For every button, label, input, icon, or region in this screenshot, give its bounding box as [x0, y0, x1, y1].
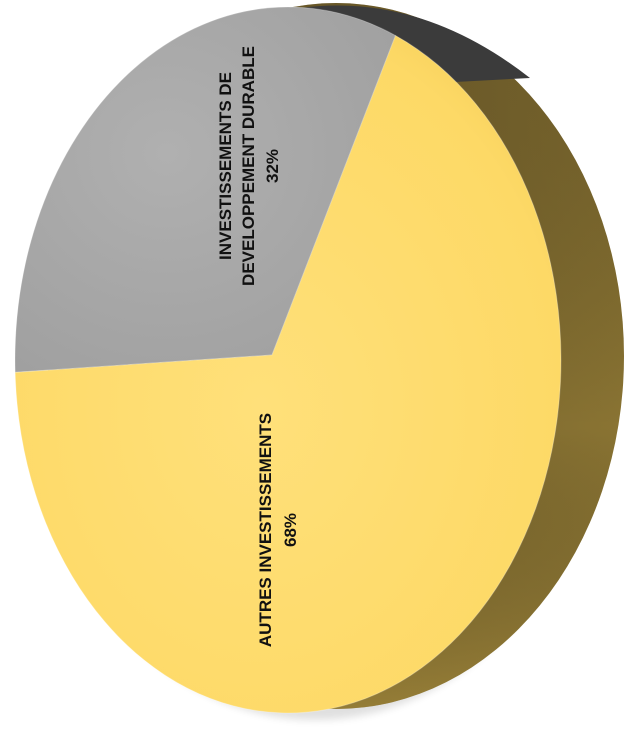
slice-label-other-line1: AUTRES INVESTISSEMENTS [256, 413, 275, 647]
svg-text:68%: 68% [281, 513, 300, 547]
pie-top [14, 6, 562, 714]
pie-slice-sustainable [14, 6, 397, 373]
pie-side-gray [300, 5, 530, 82]
svg-text:32%: 32% [263, 149, 282, 183]
svg-text:INVESTISSEMENTS DE: INVESTISSEMENTS DE [216, 72, 235, 260]
slice-label-other: AUTRES INVESTISSEMENTS 68% [256, 413, 300, 647]
svg-text:DEVELOPPEMENT DURABLE: DEVELOPPEMENT DURABLE [239, 46, 258, 286]
pie-slice-other [14, 34, 562, 714]
slice-label-sustainable: INVESTISSEMENTS DE DEVELOPPEMENT DURABLE… [216, 46, 282, 286]
svg-text:AUTRES INVESTISSEMENTS: AUTRES INVESTISSEMENTS [256, 413, 275, 647]
slice-value-sustainable: 32% [263, 149, 282, 183]
slice-label-sustainable-line2: DEVELOPPEMENT DURABLE [239, 46, 258, 286]
slice-value-other: 68% [281, 513, 300, 547]
slice-label-sustainable-line1: INVESTISSEMENTS DE [216, 72, 235, 260]
